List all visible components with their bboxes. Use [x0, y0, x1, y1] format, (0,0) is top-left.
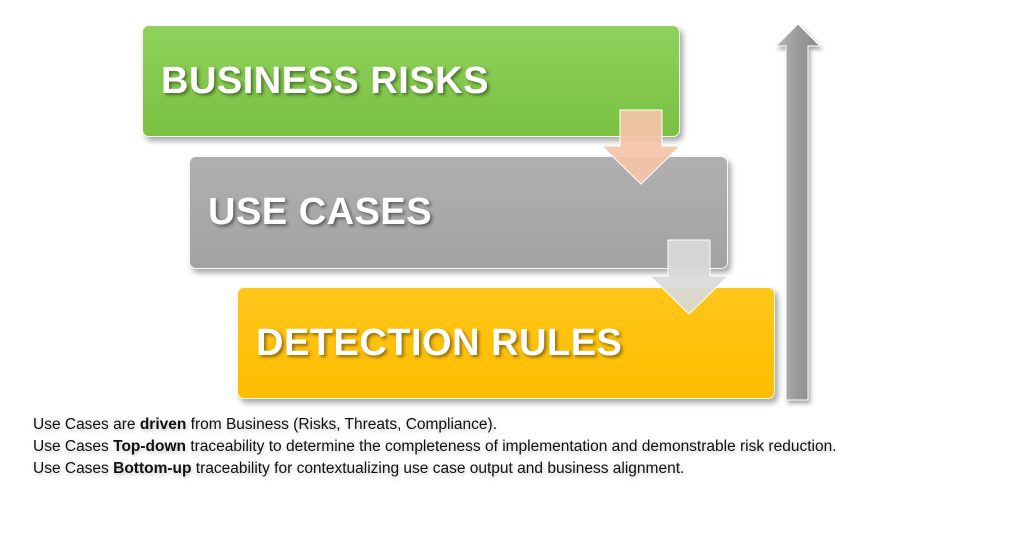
arrow-up-icon [774, 23, 822, 401]
caption-line-top-down: Use Cases Top-down traceability to deter… [33, 436, 837, 458]
caption-emphasis-top-down: Top-down [113, 438, 187, 455]
business-risks-label: BUSINESS RISKS [161, 59, 489, 102]
caption-line-bottom-up: Use Cases Bottom-up traceability for con… [33, 458, 837, 480]
caption-line-prefix: Use Cases [33, 460, 114, 477]
caption-line-prefix: Use Cases [33, 438, 114, 455]
arrow-down-icon [600, 109, 682, 185]
caption-emphasis-bottom-up: Bottom-up [113, 460, 192, 477]
caption-emphasis-driven: driven [139, 416, 187, 433]
detection-rules-label: DETECTION RULES [256, 321, 623, 364]
use-cases-box: USE CASES [189, 156, 728, 269]
business-risks-box: BUSINESS RISKS [142, 25, 680, 137]
caption: Use Cases are driven from Business (Risk… [33, 414, 837, 480]
caption-line-suffix: traceability to determine the completene… [186, 438, 837, 455]
caption-line-suffix: from Business (Risks, Threats, Complianc… [186, 416, 498, 433]
caption-line-prefix: Use Cases are [33, 416, 140, 433]
arrow-down-icon [648, 239, 730, 315]
caption-line-driven: Use Cases are driven from Business (Risk… [33, 414, 837, 436]
use-cases-label: USE CASES [208, 191, 433, 233]
caption-line-suffix: traceability for contextualizing use cas… [191, 460, 685, 477]
